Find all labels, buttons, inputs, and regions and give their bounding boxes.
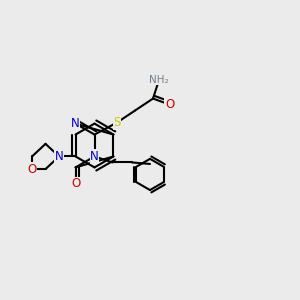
Text: N: N <box>90 150 99 163</box>
Text: O: O <box>165 98 174 111</box>
Text: O: O <box>27 163 37 176</box>
Text: NH₂: NH₂ <box>149 75 169 85</box>
Text: O: O <box>71 177 80 190</box>
Text: S: S <box>113 116 121 129</box>
Text: N: N <box>55 150 63 163</box>
Text: N: N <box>71 117 80 130</box>
